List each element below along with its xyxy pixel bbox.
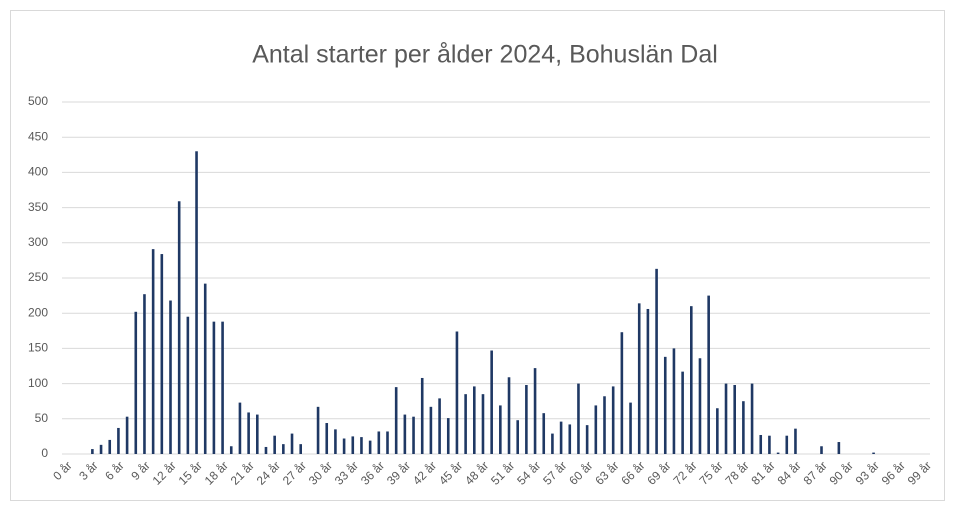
bar <box>342 438 346 454</box>
bar <box>290 433 294 454</box>
bar <box>568 424 572 454</box>
bar <box>282 444 285 454</box>
bar <box>91 449 94 454</box>
bar <box>412 416 415 454</box>
y-tick-label: 150 <box>28 341 48 355</box>
chart-border <box>10 10 945 501</box>
bar <box>490 350 493 454</box>
y-tick-label: 250 <box>28 270 48 284</box>
y-tick-label: 300 <box>28 235 48 249</box>
y-tick-label: 500 <box>28 94 48 108</box>
bar <box>429 406 433 454</box>
bar <box>125 416 129 454</box>
bar <box>776 452 780 454</box>
bar <box>203 283 207 454</box>
bar <box>742 401 745 454</box>
bar <box>134 311 138 454</box>
bar <box>473 386 476 454</box>
y-tick-label: 200 <box>28 305 48 319</box>
bar <box>464 394 467 454</box>
bar <box>525 385 528 454</box>
bar <box>585 425 589 454</box>
bar <box>872 452 875 454</box>
bar <box>681 371 684 454</box>
bar <box>264 446 268 454</box>
bar <box>516 420 519 454</box>
bar <box>542 413 546 454</box>
bar <box>334 429 337 454</box>
bar <box>759 434 763 454</box>
y-tick-label: 450 <box>28 129 48 143</box>
bar <box>394 387 398 454</box>
bar <box>368 440 372 454</box>
bar <box>195 151 198 454</box>
bar <box>663 356 667 454</box>
bar <box>768 435 771 454</box>
bar <box>446 418 450 454</box>
bar <box>238 402 242 454</box>
bar <box>108 439 112 454</box>
bar <box>256 414 259 454</box>
bar <box>316 406 320 454</box>
bar <box>629 402 632 454</box>
y-tick-label: 350 <box>28 200 48 214</box>
bar <box>143 294 146 454</box>
bar <box>611 386 615 454</box>
bar <box>594 405 598 454</box>
bar <box>247 412 250 454</box>
bar <box>559 421 563 454</box>
bar <box>707 295 710 454</box>
bar <box>186 316 190 454</box>
bar <box>403 414 407 454</box>
bar <box>438 398 441 454</box>
bar <box>716 408 719 454</box>
bar <box>750 383 754 454</box>
bar <box>151 249 155 454</box>
bar <box>351 436 355 454</box>
bar <box>533 368 537 454</box>
bar <box>646 308 650 454</box>
bar <box>377 431 381 454</box>
bar <box>420 377 424 454</box>
bar <box>724 383 728 454</box>
bar <box>169 300 172 454</box>
bar <box>577 383 580 454</box>
y-tick-label: 0 <box>41 446 48 460</box>
bar <box>386 431 389 454</box>
bar <box>637 303 641 454</box>
bar <box>733 385 736 454</box>
bar <box>177 201 181 454</box>
chart-title: Antal starter per ålder 2024, Bohuslän D… <box>252 41 718 69</box>
bar <box>221 321 224 454</box>
bar <box>360 437 363 454</box>
bar <box>117 427 120 454</box>
bar <box>820 446 823 454</box>
bar <box>551 433 554 454</box>
bar <box>690 306 693 454</box>
bar <box>455 331 459 454</box>
bar <box>620 332 624 454</box>
bar <box>499 405 502 454</box>
bar <box>507 377 511 454</box>
bar <box>698 358 702 454</box>
y-tick-label: 100 <box>28 376 48 390</box>
bar <box>672 348 676 454</box>
bar <box>273 435 276 454</box>
bar <box>481 394 485 454</box>
bar <box>655 268 658 454</box>
y-tick-label: 400 <box>28 165 48 179</box>
bar <box>212 321 216 454</box>
bar <box>299 444 302 454</box>
bar <box>229 446 233 454</box>
bar <box>325 423 329 454</box>
bar <box>603 396 606 454</box>
bar <box>99 444 103 454</box>
y-tick-label: 50 <box>35 411 49 425</box>
bar <box>160 254 164 454</box>
bar <box>794 428 797 454</box>
bar <box>837 442 841 454</box>
bar <box>785 435 789 454</box>
